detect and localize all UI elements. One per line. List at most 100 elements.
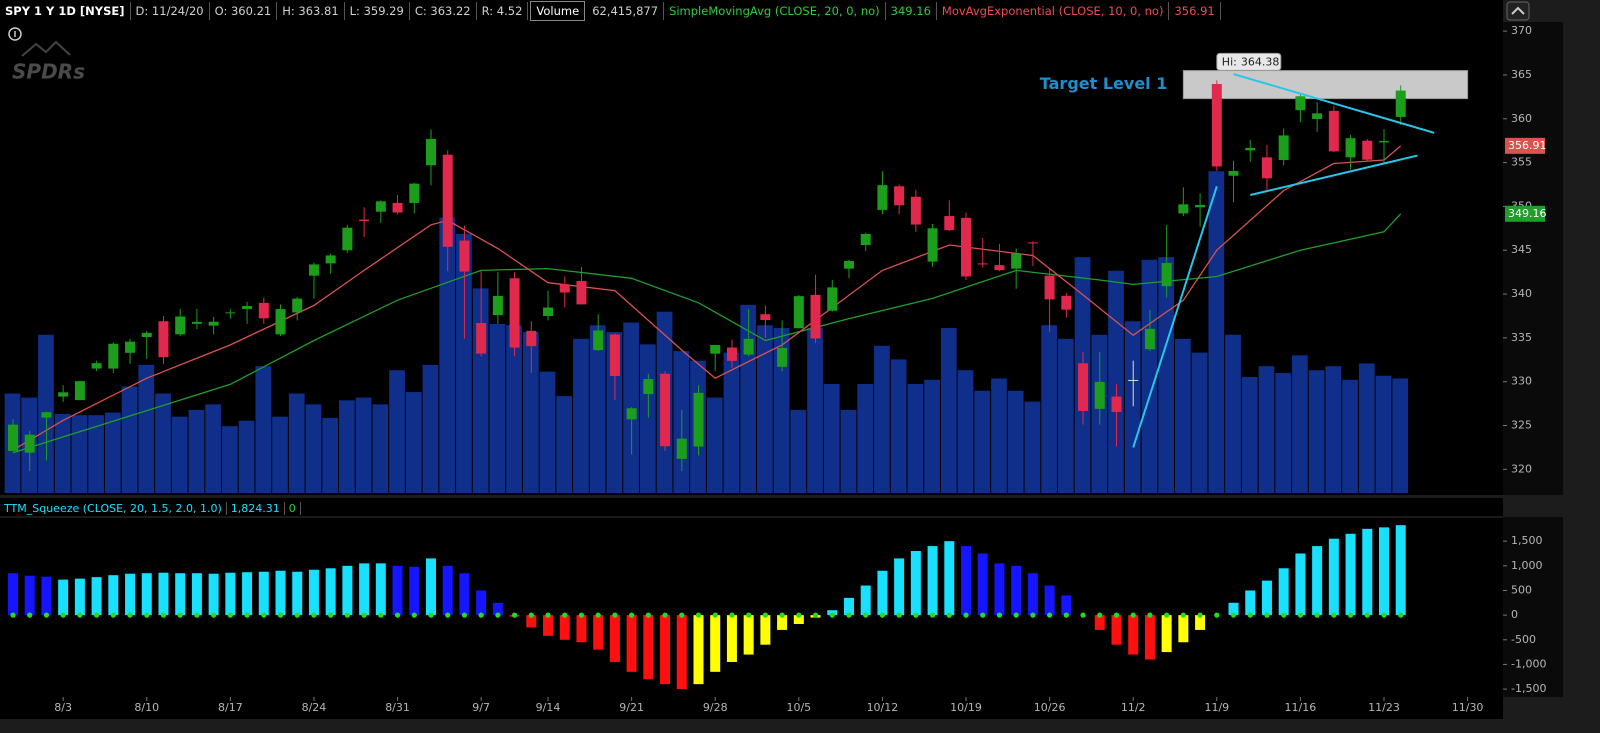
logo: SPDRs xyxy=(12,60,85,84)
collapse-button[interactable] xyxy=(1506,1,1530,21)
squeeze-y-tick-label: -1,500 xyxy=(1511,682,1546,695)
squeeze-dot xyxy=(629,612,635,618)
squeeze-dot xyxy=(378,612,384,618)
candle-body xyxy=(1027,242,1038,244)
candle-body xyxy=(1044,275,1055,300)
x-tick-label: 10/12 xyxy=(867,701,899,714)
squeeze-bar xyxy=(576,615,587,643)
collapse-icon xyxy=(1511,6,1525,15)
squeeze-dot xyxy=(144,612,150,618)
squeeze-bar xyxy=(141,573,152,616)
volume-bar xyxy=(155,393,171,493)
annotation-text: Target Level 1 xyxy=(1040,74,1168,93)
x-tick-label: 10/5 xyxy=(786,701,811,714)
squeeze-bar xyxy=(710,615,721,672)
candle-body xyxy=(1144,328,1155,350)
squeeze-dot xyxy=(1264,612,1270,618)
candle-body xyxy=(359,219,370,222)
volume-bar xyxy=(1158,257,1175,493)
volume-name: Volume xyxy=(530,1,586,21)
squeeze-dot xyxy=(1063,612,1069,618)
squeeze-bar xyxy=(392,565,403,616)
candle-body xyxy=(1312,113,1323,120)
ma-price-box xyxy=(1505,137,1545,154)
squeeze-dot xyxy=(77,612,83,618)
squeeze-bar xyxy=(191,573,202,616)
candle-body xyxy=(1211,83,1222,167)
candle-body xyxy=(660,373,671,447)
squeeze-dot xyxy=(578,612,585,618)
header-item: H: 363.81 xyxy=(277,2,345,20)
y-tick-label: 330 xyxy=(1511,375,1532,388)
squeeze-y-tick-label: 1,000 xyxy=(1511,559,1543,572)
candle-body xyxy=(41,412,52,418)
squeeze-dot xyxy=(996,612,1003,618)
squeeze-bar xyxy=(894,558,905,616)
hi-label: Hi: 364.38 xyxy=(1222,55,1280,68)
squeeze-dot xyxy=(1180,612,1186,618)
squeeze-dot xyxy=(127,612,133,618)
candle-body xyxy=(108,343,119,369)
squeeze-bar xyxy=(977,553,988,616)
squeeze-bar xyxy=(1195,615,1206,630)
volume-bar xyxy=(1292,355,1308,493)
volume-bar xyxy=(305,404,322,493)
squeeze-dot xyxy=(294,612,300,618)
candle-body xyxy=(877,185,888,210)
squeeze-dot xyxy=(1381,612,1387,618)
y-tick-label: 360 xyxy=(1511,112,1532,125)
squeeze-dot xyxy=(160,612,167,618)
squeeze-dot xyxy=(478,612,484,618)
candle-body xyxy=(242,305,253,309)
squeeze-dot xyxy=(595,612,601,618)
squeeze-bar xyxy=(743,615,754,655)
volume-bar xyxy=(1325,366,1342,493)
symbol: SPY 1 Y 1D [NYSE] xyxy=(0,2,131,20)
volume-bar xyxy=(589,325,606,493)
header-item: R: 4.52 xyxy=(477,2,529,20)
squeeze-bar xyxy=(1144,615,1155,660)
squeeze-dot xyxy=(896,612,902,618)
header-item: O: 360.21 xyxy=(210,2,278,20)
squeeze-bar xyxy=(1395,525,1406,616)
candle-body xyxy=(158,321,169,358)
volume-bar xyxy=(790,409,807,493)
squeeze-bar xyxy=(927,546,938,616)
volume-bar xyxy=(773,328,790,493)
squeeze-value: 1,824.31 xyxy=(227,501,285,515)
volume-bar xyxy=(88,415,104,493)
squeeze-bar xyxy=(1379,527,1389,616)
candle-body xyxy=(944,216,955,231)
squeeze-bar xyxy=(1345,533,1356,616)
hi-value: 364.38 xyxy=(1241,55,1280,68)
volume-bar xyxy=(874,345,890,493)
candle-body xyxy=(593,330,604,351)
y-tick-label: 325 xyxy=(1511,419,1532,432)
volume-bar xyxy=(1175,338,1191,493)
squeeze-dot xyxy=(1130,612,1136,618)
squeeze-bar xyxy=(1228,602,1239,616)
squeeze-dot xyxy=(829,612,835,618)
volume-bar xyxy=(890,359,907,493)
squeeze-bar xyxy=(292,571,303,616)
info-icon[interactable] xyxy=(8,27,22,41)
volume-bar xyxy=(857,383,874,493)
candle-body xyxy=(175,316,186,335)
squeeze-dot xyxy=(612,612,618,618)
squeeze-dot xyxy=(662,612,668,618)
x-tick-label: 10/26 xyxy=(1034,701,1066,714)
y-tick-label: 370 xyxy=(1511,24,1532,37)
squeeze-bar xyxy=(593,615,604,650)
volume-bar xyxy=(489,323,506,493)
squeeze-y-tick-label: 1,500 xyxy=(1511,534,1543,547)
header: SPY 1 Y 1D [NYSE] D: 11/24/20 O: 360.21 … xyxy=(0,0,1221,22)
ema-value: 356.91 xyxy=(1169,2,1221,20)
candle-body xyxy=(125,341,136,353)
volume-bar xyxy=(556,396,573,493)
x-tick-label: 11/9 xyxy=(1204,701,1229,714)
sma-value: 349.16 xyxy=(886,2,937,20)
volume-bar xyxy=(1225,334,1241,493)
squeeze-y-tick-label: -1,000 xyxy=(1511,657,1546,670)
candle-body xyxy=(693,392,704,447)
squeeze-bar xyxy=(626,615,637,672)
